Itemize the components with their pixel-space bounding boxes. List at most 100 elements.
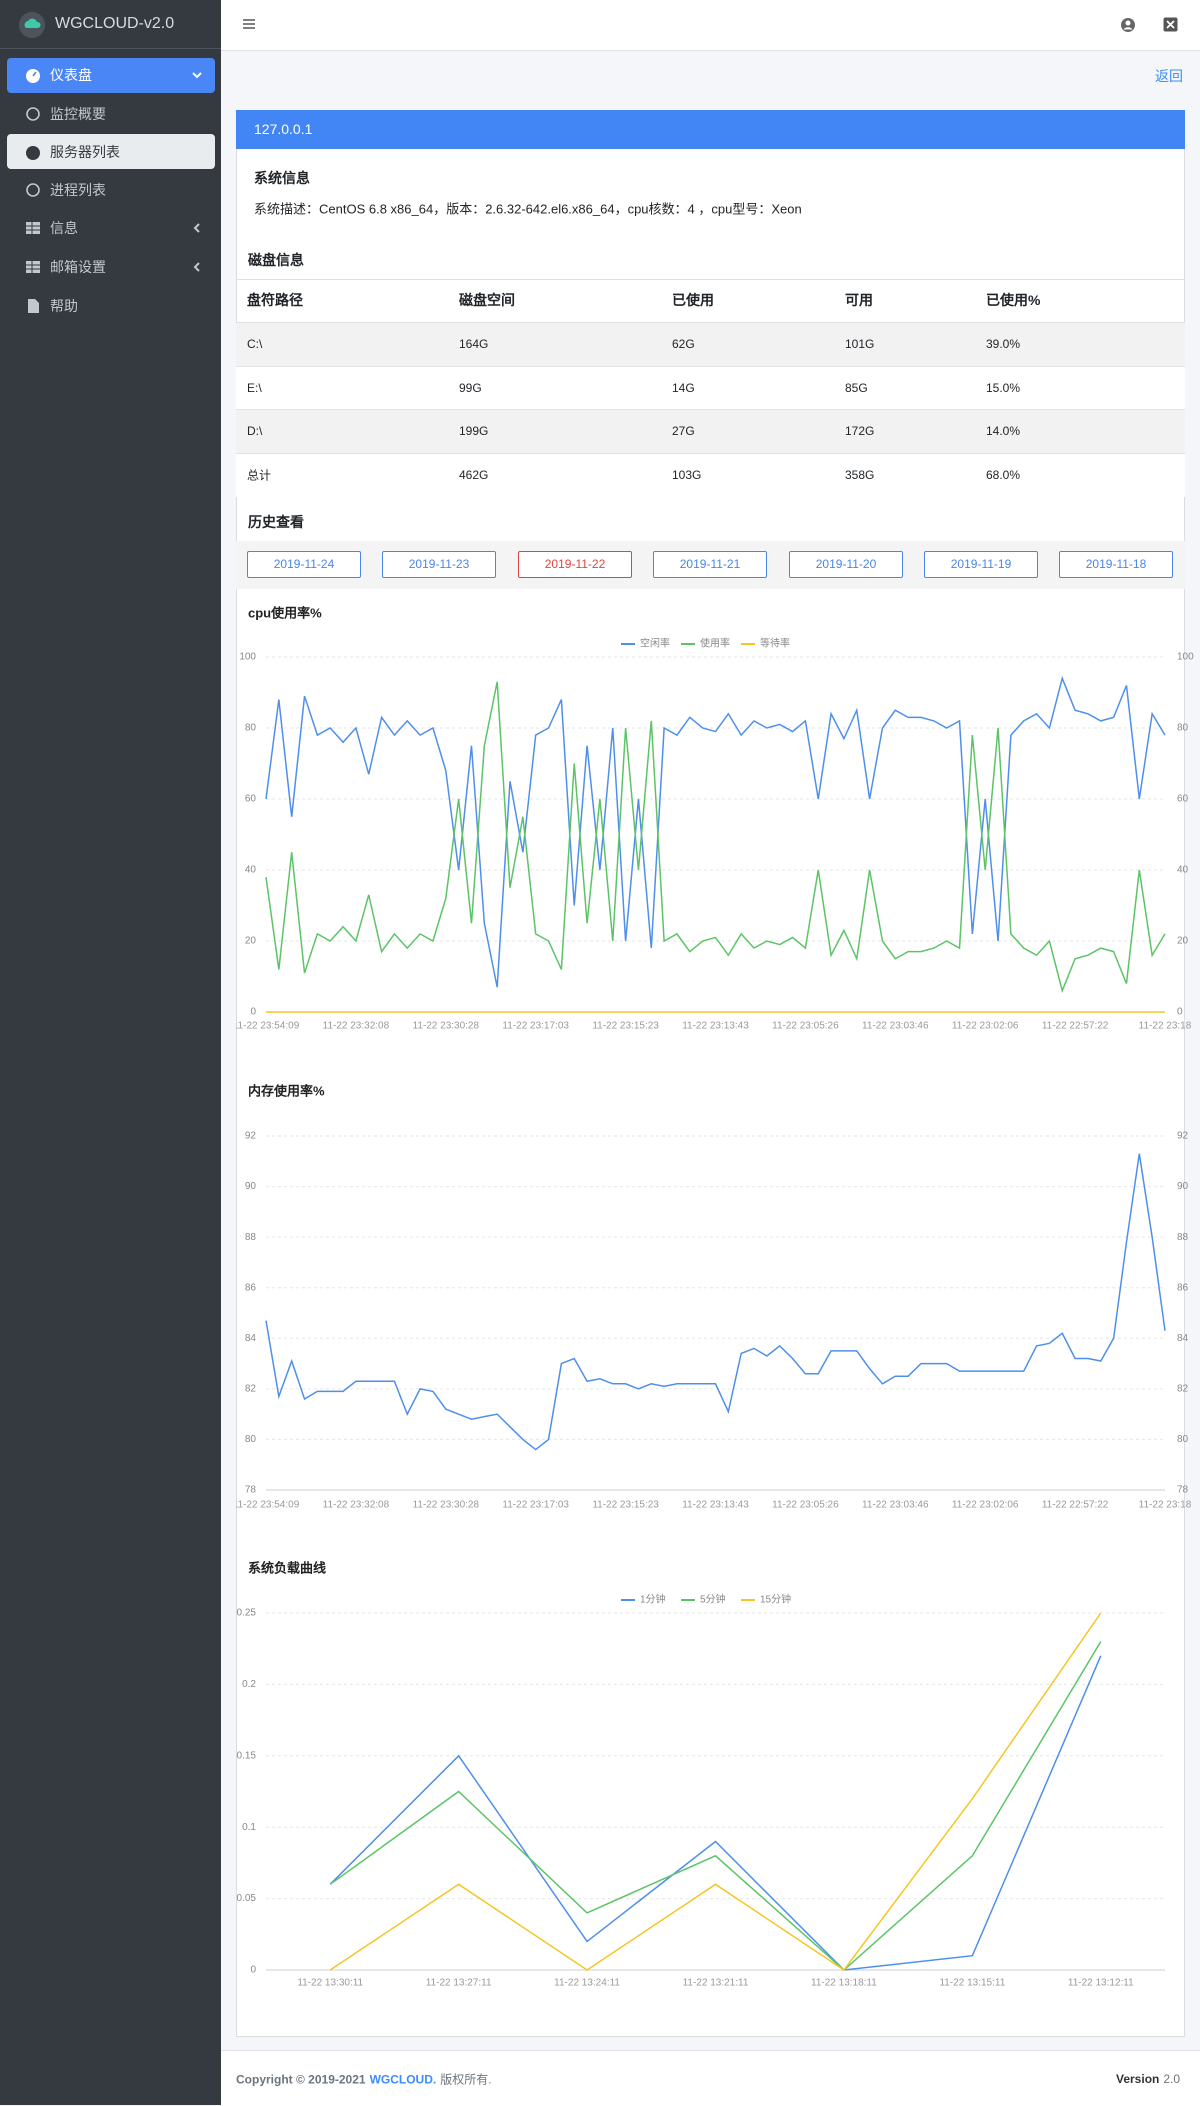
user-icon[interactable] [1120,17,1136,33]
menu-item[interactable]: 信息 [50,220,78,236]
chart-title: cpu使用率% [248,605,322,620]
history-button[interactable]: 2019-11-24 [247,551,361,578]
table-cell: 27G [672,424,695,439]
table-cell: 68.0% [986,467,1021,482]
menu-hover-bg[interactable] [7,134,215,169]
menu-icon [26,222,40,234]
history-button[interactable]: 2019-11-19 [924,551,1038,578]
y-tick-label: 88 [1177,1232,1189,1243]
y-tick-label: 90 [245,1181,257,1192]
section-title: 系统信息 [254,170,310,186]
table-header: 磁盘空间 [459,292,515,308]
table-cell: 103G [672,467,702,482]
table-cell: 85G [845,380,868,395]
menu-active-bg[interactable] [7,58,215,93]
menu-item[interactable]: 监控概要 [50,106,106,122]
x-tick-label: 11-22 23:17:03 [502,1500,569,1511]
y-tick-label: 0.05 [237,1893,257,1904]
y-tick-label: 80 [245,1434,257,1445]
table-cell: D:\ [247,424,263,439]
y-tick-label: 0 [1177,1007,1183,1018]
table-row [236,452,1185,497]
y-tick-label: 78 [245,1485,257,1496]
history-button[interactable]: 2019-11-22 [518,551,632,578]
sidebar [0,0,221,2105]
x-tick-label: 11-22 13:24:11 [554,1978,620,1989]
table-cell: 199G [459,424,489,439]
table-cell: 62G [672,337,695,351]
history-button[interactable]: 2019-11-18 [1059,551,1173,578]
y-tick-label: 92 [1177,1131,1189,1142]
card-title: 127.0.0.1 [254,121,313,137]
x-tick-label: 11-22 23:18 [1139,1500,1192,1511]
menu-item[interactable]: 邮箱设置 [50,259,106,275]
x-tick-label: 11-22 13:30:11 [297,1978,363,1989]
footer-version: Version 2.0 [1116,2072,1180,2086]
x-tick-label: 11-22 23:30:28 [413,1500,480,1511]
logo [19,12,45,38]
legend-label: 等待率 [760,637,790,650]
x-tick-label: 11-22 13:21:11 [683,1978,749,1989]
footer [221,2050,1200,2106]
y-tick-label: 0.15 [237,1750,257,1761]
x-tick-label: 11-22 13:18:11 [811,1978,877,1989]
chart: 系统负载曲线 0 0.05 0.1 0.15 0.2 0.25 11-22 13:30:11 1… [237,1560,1165,1989]
x-tick-label: 11-22 23:18 [1139,1021,1192,1032]
footer-brand[interactable]: WGCLOUD. [369,2072,437,2087]
table-cell: 101G [845,337,875,351]
table-cell: 14.0% [986,424,1021,439]
y-tick-label: 0 [250,1965,256,1976]
y-tick-label: 20 [245,936,257,947]
history-button[interactable]: 2019-11-20 [789,551,903,578]
y-tick-label: 0.2 [242,1679,256,1690]
footer-copyright: Copyright © 2019-2021 [236,2072,366,2087]
menu-icon [26,69,40,83]
y-tick-label: 100 [1177,652,1194,663]
y-tick-label: 88 [245,1232,257,1243]
y-tick-label: 80 [1177,1434,1189,1445]
table-row [236,409,1185,454]
x-tick-label: 11-22 23:32:08 [323,1021,390,1032]
x-tick-label: 11-22 23:02:06 [952,1500,1019,1511]
x-tick-label: 11-22 23:03:46 [862,1500,929,1511]
x-tick-label: 11-22 23:54:09 [236,1500,300,1511]
x-tick-label: 11-22 23:17:03 [502,1021,569,1032]
x-tick-label: 11-22 23:05:26 [772,1021,839,1032]
y-tick-label: 80 [245,723,257,734]
y-tick-label: 60 [245,794,257,805]
menu-item[interactable]: 服务器列表 [50,144,120,160]
y-tick-label: 0.25 [237,1608,257,1619]
chevron [192,72,202,79]
table-cell: 14G [672,380,695,395]
history-button[interactable]: 2019-11-23 [382,551,496,578]
y-tick-label: 20 [1177,936,1189,947]
menu-icon [26,146,40,160]
footer-version-label: Version [1116,2072,1160,2086]
table-cell: 164G [459,337,489,351]
menu-item[interactable]: 进程列表 [50,182,106,198]
back-link[interactable]: 返回 [1155,68,1183,84]
table-cell: 39.0% [986,337,1021,351]
menu-icon [28,299,39,313]
y-tick-label: 100 [239,652,256,663]
table-cell: 172G [845,424,875,439]
y-tick-label: 80 [1177,723,1189,734]
line-series [265,681,1166,994]
table-header: 可用 [845,292,873,308]
menu-item[interactable]: 仪表盘 [50,67,92,83]
x-tick-label: 11-22 23:15:23 [592,1500,659,1511]
footer-text: Copyright © 2019-2021 WGCLOUD. 版权所有. [236,2071,492,2088]
x-tick-label: 11-22 23:05:26 [772,1500,839,1511]
table-cell: 15.0% [986,380,1021,395]
menu-item[interactable]: 帮助 [50,298,78,314]
chart-title: 系统负载曲线 [248,1560,326,1575]
history-button[interactable]: 2019-11-21 [653,551,767,578]
table-header: 已使用 [672,292,714,308]
brand: WGCLOUD-v2.0 [55,15,175,32]
menu-toggle[interactable] [242,17,256,31]
x-tick-label: 11-22 23:30:28 [413,1021,480,1032]
close-icon[interactable] [1163,17,1178,32]
chart: 内存使用率% 78 78 80 80 82 82 84 84 86 86 88 88 90 90 92 92 11… [236,1083,1192,1511]
x-tick-label: 11-22 13:15:11 [939,1978,1005,1989]
chevron [193,262,200,272]
